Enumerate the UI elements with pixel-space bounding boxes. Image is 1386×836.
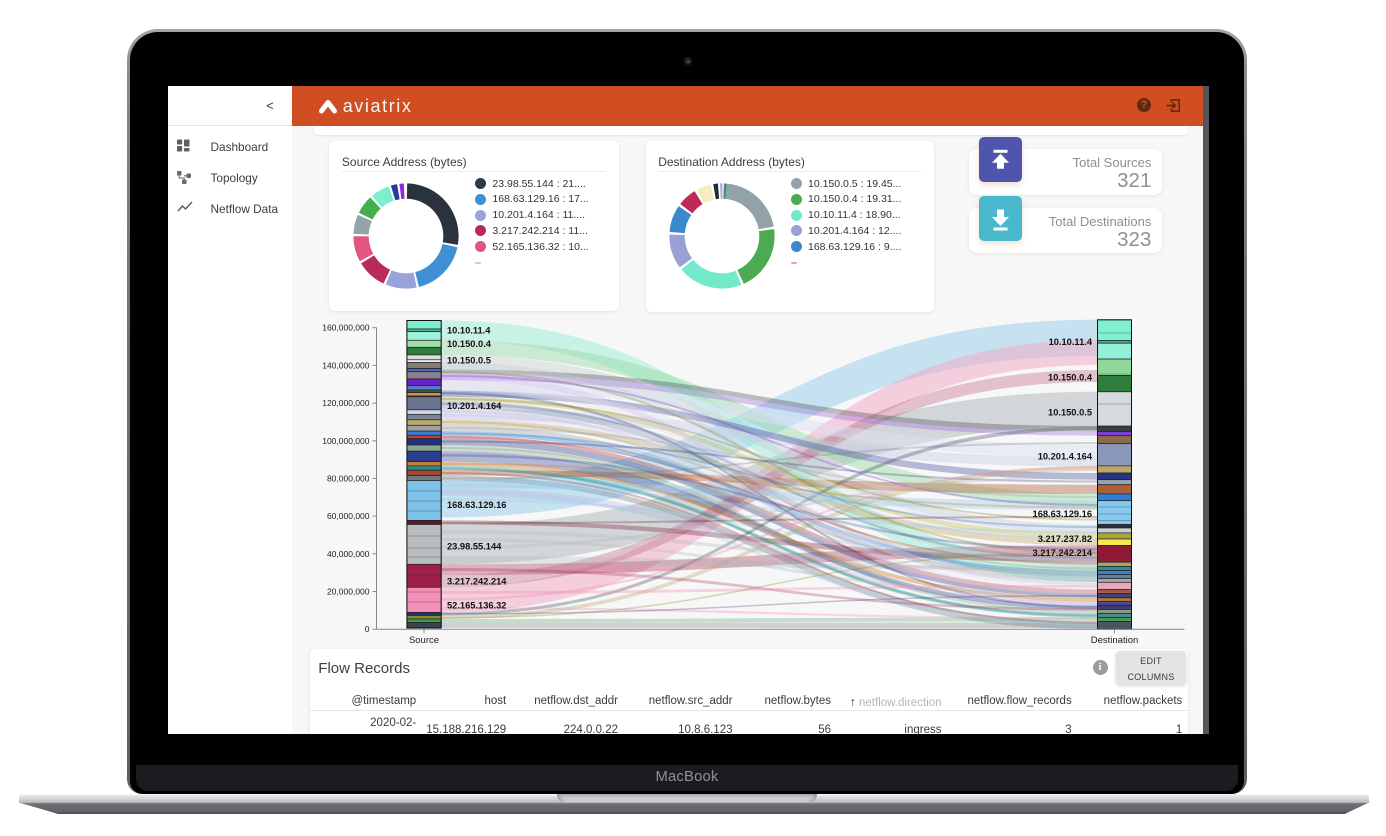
- svg-text:10.10.11.4: 10.10.11.4: [1048, 337, 1092, 347]
- svg-text:120,000,000: 120,000,000: [322, 398, 370, 408]
- svg-text:10.150.0.5: 10.150.0.5: [447, 355, 491, 365]
- svg-text:160,000,000: 160,000,000: [322, 322, 370, 332]
- svg-text:60,000,000: 60,000,000: [326, 511, 369, 521]
- svg-text:0: 0: [364, 624, 369, 634]
- svg-text:10.150.0.5: 10.150.0.5: [1048, 407, 1092, 417]
- svg-text:140,000,000: 140,000,000: [322, 360, 370, 370]
- svg-text:10.10.11.4: 10.10.11.4: [447, 325, 491, 335]
- svg-text:23.98.55.144: 23.98.55.144: [447, 541, 502, 551]
- svg-text:Source: Source: [408, 635, 438, 646]
- svg-text:40,000,000: 40,000,000: [326, 548, 369, 558]
- svg-text:80,000,000: 80,000,000: [326, 473, 369, 483]
- svg-text:10.201.4.164: 10.201.4.164: [1037, 451, 1092, 461]
- svg-text:3.217.242.214: 3.217.242.214: [447, 576, 507, 586]
- svg-text:10.150.0.4: 10.150.0.4: [447, 339, 492, 349]
- svg-text:3.217.237.82: 3.217.237.82: [1037, 534, 1091, 544]
- svg-text:3.217.242.214: 3.217.242.214: [1032, 548, 1092, 558]
- svg-text:20,000,000: 20,000,000: [326, 586, 369, 596]
- svg-text:168.63.129.16: 168.63.129.16: [447, 500, 506, 510]
- svg-text:Destination: Destination: [1090, 635, 1138, 646]
- svg-text:10.201.4.164: 10.201.4.164: [447, 401, 502, 411]
- svg-text:100,000,000: 100,000,000: [322, 435, 370, 445]
- svg-text:52.165.136.32: 52.165.136.32: [447, 600, 506, 610]
- svg-text:10.150.0.4: 10.150.0.4: [1048, 372, 1093, 382]
- svg-text:168.63.129.16: 168.63.129.16: [1032, 509, 1091, 519]
